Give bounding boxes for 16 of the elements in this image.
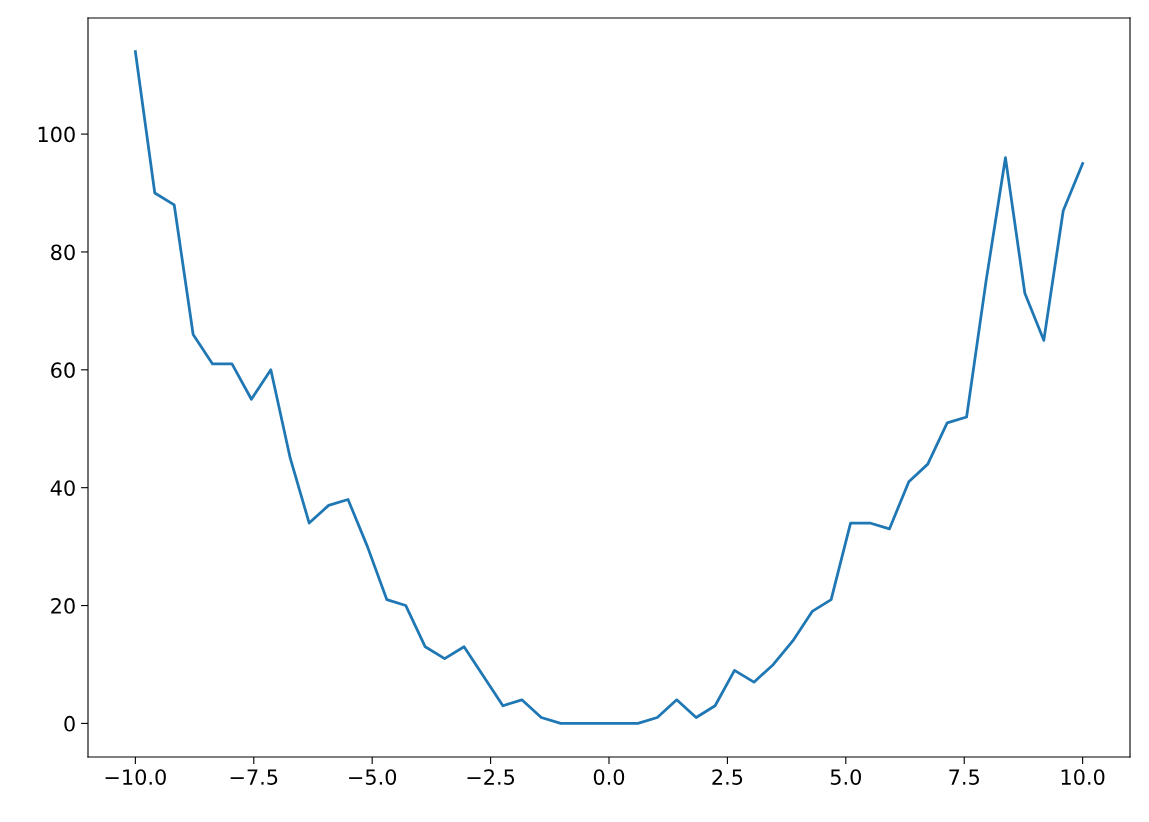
y-tick-label: 0 — [64, 715, 75, 732]
y-tick-label: 80 — [51, 244, 75, 261]
line-series — [133, 50, 1085, 725]
x-tick-label: 2.5 — [712, 769, 743, 785]
x-tick-label: 10.0 — [1061, 769, 1105, 785]
x-tick-label: 7.5 — [949, 769, 979, 785]
x-tick-label: −5.0 — [349, 769, 397, 785]
x-tick-label: 5.0 — [830, 769, 861, 785]
y-tick-label: 60 — [51, 362, 75, 379]
x-tick-label: 0.0 — [593, 769, 625, 785]
x-tick-label: −2.5 — [467, 769, 515, 785]
y-tick-label: 40 — [50, 480, 75, 496]
y-tick-label: 100 — [38, 126, 75, 143]
x-tick-label: −10.0 — [105, 769, 166, 785]
x-tick-label: −7.5 — [230, 769, 278, 785]
y-tick-label: 20 — [51, 598, 75, 614]
